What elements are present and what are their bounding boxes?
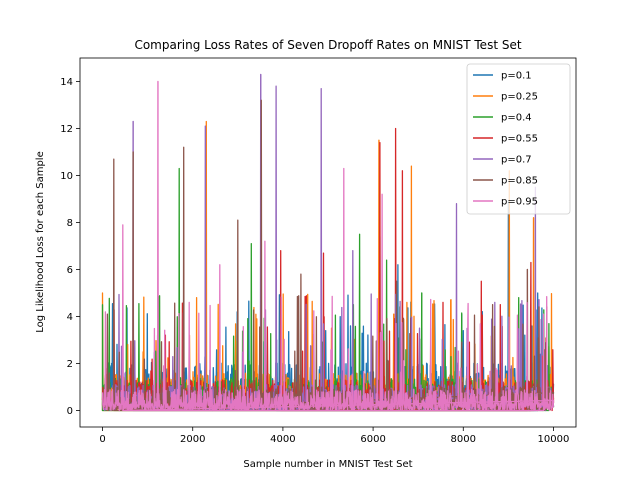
x-tick-label: 10000 bbox=[538, 434, 570, 445]
y-tick-label: 12 bbox=[60, 124, 73, 135]
plot-frame bbox=[79, 57, 577, 428]
x-tick-label: 0 bbox=[99, 434, 105, 445]
series-line-p=0.95 bbox=[101, 80, 555, 412]
y-tick-label: 6 bbox=[67, 265, 73, 276]
y-tick-label: 4 bbox=[67, 312, 73, 323]
legend-label: p=0.4 bbox=[501, 113, 532, 124]
x-tick-label: 6000 bbox=[360, 434, 385, 445]
y-axis-label: Log Likelihood Loss for each Sample bbox=[35, 151, 46, 332]
y-tick-label: 14 bbox=[60, 77, 73, 88]
legend-label: p=0.95 bbox=[501, 197, 538, 208]
legend-label: p=0.1 bbox=[501, 71, 532, 82]
legend-label: p=0.85 bbox=[501, 176, 538, 187]
series-layer bbox=[101, 73, 555, 412]
legend-label: p=0.7 bbox=[501, 155, 532, 166]
x-axis: 0 2000 4000 6000 8000 10000 bbox=[99, 427, 569, 445]
chart-title: Comparing Loss Rates of Seven Dropoff Ra… bbox=[134, 38, 521, 52]
y-tick-label: 8 bbox=[67, 218, 73, 229]
legend-box bbox=[466, 63, 571, 215]
y-axis: 0 2 4 6 8 10 12 14 bbox=[60, 77, 80, 417]
x-tick-label: 2000 bbox=[180, 434, 205, 445]
y-tick-label: 2 bbox=[67, 359, 73, 370]
legend-label: p=0.25 bbox=[501, 92, 538, 103]
legend: p=0.1 p=0.25 p=0.4 p=0.55 p=0.7 p=0.85 p=0.95 bbox=[466, 63, 571, 215]
legend-label: p=0.55 bbox=[501, 134, 538, 145]
y-tick-label: 0 bbox=[67, 406, 73, 417]
x-tick-label: 4000 bbox=[270, 434, 295, 445]
x-axis-label: Sample number in MNIST Test Set bbox=[243, 459, 412, 470]
y-tick-label: 10 bbox=[60, 171, 73, 182]
x-tick-label: 8000 bbox=[451, 434, 476, 445]
